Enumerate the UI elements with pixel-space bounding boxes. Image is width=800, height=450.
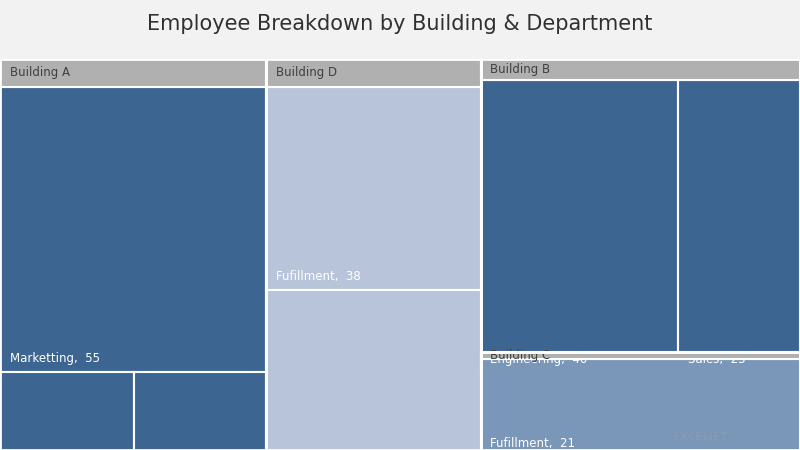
Bar — [134, 373, 266, 450]
Bar — [266, 58, 481, 87]
Text: Fufillment,  38: Fufillment, 38 — [276, 270, 361, 283]
Text: EXCELJET: EXCELJET — [673, 432, 727, 442]
Text: Sales,  23: Sales, 23 — [688, 353, 746, 366]
Bar — [481, 58, 800, 80]
Text: Building C: Building C — [490, 349, 550, 362]
Text: Building A: Building A — [10, 66, 70, 79]
Text: Building D: Building D — [276, 66, 337, 79]
Bar — [678, 80, 800, 373]
Text: Fufillment,  21: Fufillment, 21 — [490, 437, 575, 450]
Bar — [481, 359, 800, 450]
Bar — [481, 352, 800, 450]
Bar — [0, 373, 134, 450]
Bar — [481, 58, 800, 352]
Text: Marketting,  55: Marketting, 55 — [10, 352, 99, 365]
Bar — [0, 87, 266, 373]
Bar — [481, 80, 678, 373]
Bar — [266, 290, 481, 450]
Bar — [0, 58, 266, 87]
Text: Building B: Building B — [490, 63, 550, 76]
Bar — [266, 87, 481, 290]
Bar — [481, 352, 800, 359]
Text: Engineering,  40: Engineering, 40 — [490, 353, 588, 366]
Bar — [266, 58, 481, 450]
Text: Employee Breakdown by Building & Department: Employee Breakdown by Building & Departm… — [147, 14, 653, 33]
Bar — [0, 58, 266, 450]
